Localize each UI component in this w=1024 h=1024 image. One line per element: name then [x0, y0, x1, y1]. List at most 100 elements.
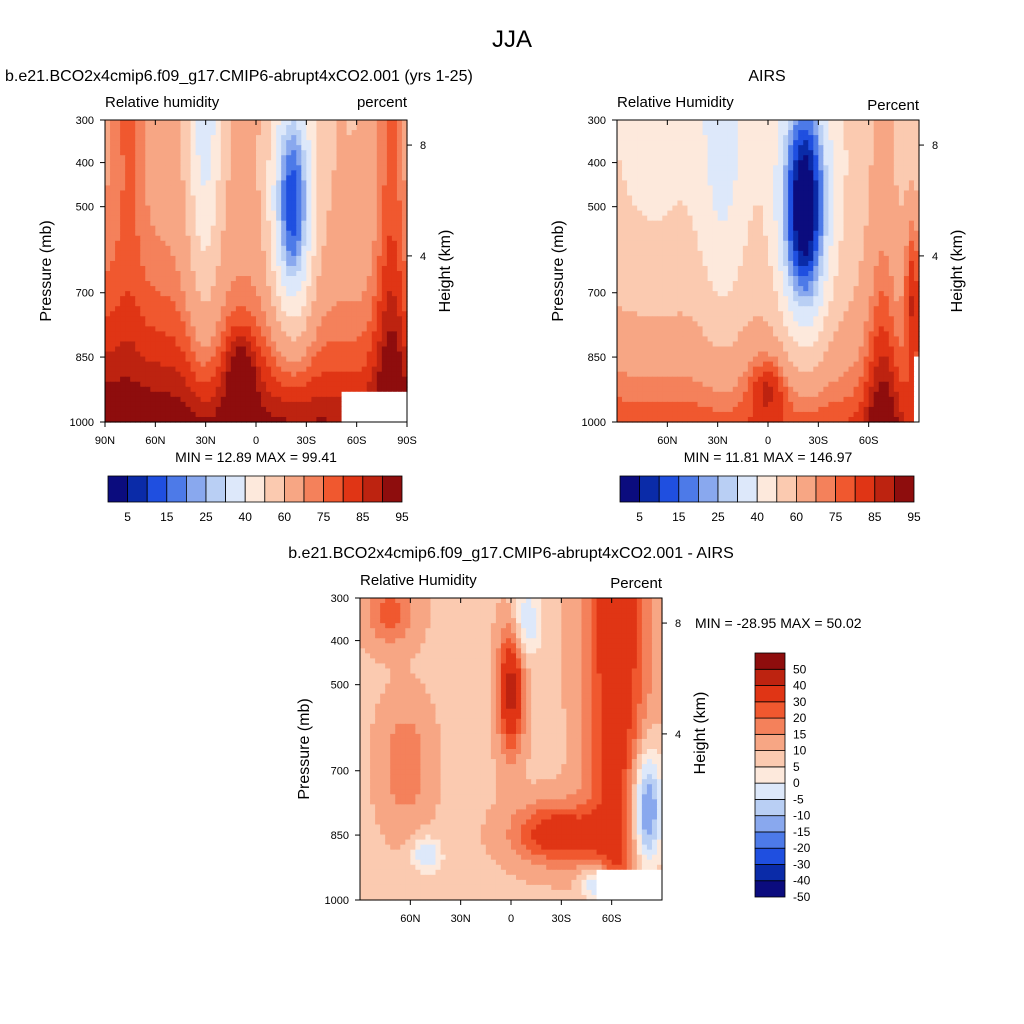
- field-cell: [798, 125, 804, 131]
- field-cell: [818, 200, 824, 207]
- field-cell: [747, 210, 754, 217]
- field-cell: [376, 200, 383, 207]
- field-cell: [215, 240, 222, 247]
- field-cell: [863, 190, 870, 197]
- field-cell: [240, 185, 247, 192]
- field-cell: [913, 225, 920, 232]
- field-cell: [215, 321, 222, 327]
- field-cell: [120, 160, 126, 166]
- field-cell: [240, 245, 247, 252]
- field-cell: [120, 125, 126, 131]
- field-cell: [687, 180, 694, 187]
- field-cell: [371, 381, 378, 388]
- field-cell: [893, 185, 900, 192]
- field-cell: [230, 346, 237, 353]
- field-cell: [306, 296, 312, 302]
- field-cell: [381, 411, 388, 418]
- field-cell: [210, 306, 217, 312]
- field-cell: [145, 306, 151, 312]
- field-cell: [396, 336, 403, 343]
- field-cell: [210, 200, 217, 207]
- field-cell: [185, 225, 192, 232]
- field-cell: [190, 160, 197, 166]
- field-cell: [346, 230, 353, 237]
- field-cell: [366, 381, 373, 388]
- field-cell: [356, 240, 363, 247]
- field-cell: [401, 321, 408, 327]
- field-cell: [803, 170, 809, 176]
- field-cell: [838, 185, 845, 192]
- field-cell: [301, 306, 307, 312]
- field-cell: [858, 155, 865, 161]
- field-cell: [396, 130, 403, 136]
- field-cell: [110, 210, 116, 217]
- field-cell: [401, 291, 408, 297]
- field-cell: [205, 225, 212, 232]
- field-cell: [135, 356, 141, 363]
- field-cell: [336, 190, 343, 197]
- field-cell: [200, 240, 207, 247]
- field-cell: [361, 210, 368, 217]
- field-cell: [115, 195, 121, 202]
- field-cell: [271, 401, 277, 408]
- field-cell: [195, 160, 202, 166]
- field-cell: [140, 281, 146, 287]
- field-cell: [291, 301, 297, 307]
- field-cell: [376, 271, 383, 277]
- field-cell: [170, 190, 177, 197]
- field-cell: [617, 190, 623, 197]
- field-cell: [682, 120, 689, 126]
- field-cell: [371, 316, 378, 322]
- field-cell: [818, 155, 824, 161]
- field-cell: [200, 406, 207, 413]
- field-cell: [200, 416, 207, 423]
- field-cell: [768, 155, 774, 161]
- field-cell: [371, 265, 378, 272]
- field-cell: [250, 291, 257, 297]
- field-cell: [657, 215, 663, 222]
- field-cell: [321, 371, 328, 378]
- field-cell: [175, 245, 182, 252]
- field-cell: [798, 155, 804, 161]
- field-cell: [145, 296, 151, 302]
- field-cell: [381, 376, 388, 383]
- field-cell: [205, 326, 212, 332]
- colorbar-label: 85: [356, 510, 370, 524]
- field-cell: [808, 220, 814, 227]
- field-cell: [180, 205, 187, 212]
- field-cell: [266, 125, 272, 131]
- field-cell: [747, 140, 754, 146]
- field-cell: [306, 200, 312, 207]
- field-cell: [225, 160, 232, 166]
- field-cell: [230, 301, 237, 307]
- field-cell: [376, 205, 383, 212]
- field-cell: [130, 225, 136, 232]
- field-cell: [331, 376, 338, 383]
- field-cell: [346, 416, 353, 423]
- field-cell: [266, 245, 272, 252]
- field-cell: [386, 225, 393, 232]
- field-cell: [165, 306, 172, 312]
- field-cell: [321, 411, 328, 418]
- field-cell: [150, 276, 156, 282]
- field-cell: [195, 175, 202, 181]
- field-cell: [848, 185, 855, 192]
- field-cell: [873, 205, 880, 212]
- field-cell: [351, 215, 358, 222]
- field-cell: [190, 190, 197, 197]
- field-cell: [220, 366, 227, 373]
- field-cell: [788, 185, 794, 192]
- field-cell: [371, 145, 378, 151]
- field-cell: [115, 346, 121, 353]
- field-cell: [803, 195, 809, 202]
- field-cell: [717, 140, 724, 146]
- field-cell: [180, 381, 187, 388]
- field-cell: [271, 155, 277, 161]
- field-cell: [667, 195, 673, 202]
- field-cell: [321, 301, 328, 307]
- field-cell: [341, 160, 348, 166]
- field-cell: [401, 265, 408, 272]
- field-cell: [215, 195, 222, 202]
- field-cell: [366, 145, 373, 151]
- field-cell: [702, 140, 709, 146]
